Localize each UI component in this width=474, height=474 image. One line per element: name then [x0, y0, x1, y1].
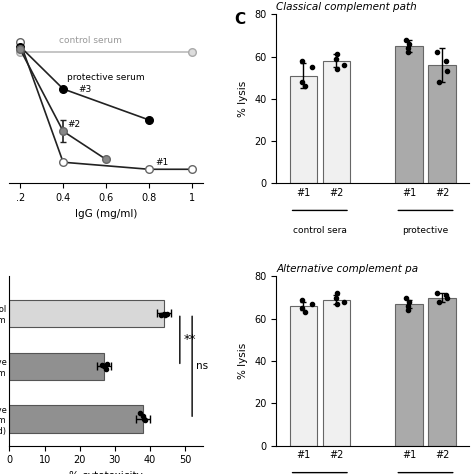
Text: #2: #2 — [67, 120, 81, 129]
Point — [433, 48, 440, 56]
Point — [333, 51, 341, 58]
Point — [402, 294, 410, 301]
Bar — [9, 300, 164, 327]
Point — [301, 309, 309, 316]
Point — [102, 365, 109, 373]
Text: #1: #1 — [155, 158, 169, 167]
Point — [332, 294, 340, 301]
Point — [404, 48, 411, 56]
Point — [299, 296, 306, 303]
Text: #3: #3 — [78, 85, 91, 94]
Bar — [428, 65, 456, 183]
Text: **: ** — [183, 333, 196, 346]
Text: protective: protective — [402, 226, 449, 235]
Text: control sera: control sera — [293, 226, 347, 235]
Point — [333, 300, 340, 308]
Point — [136, 410, 144, 417]
Bar — [290, 75, 317, 183]
Text: ns: ns — [196, 361, 208, 371]
Bar — [9, 353, 104, 380]
Point — [340, 61, 348, 69]
X-axis label: IgG (mg/ml): IgG (mg/ml) — [75, 209, 137, 219]
Point — [443, 294, 450, 301]
Point — [333, 290, 341, 297]
Point — [402, 36, 410, 44]
Point — [98, 362, 105, 369]
Point — [298, 304, 306, 312]
Point — [164, 310, 171, 318]
Point — [141, 417, 149, 424]
Point — [140, 412, 147, 419]
Point — [405, 298, 413, 306]
Point — [299, 57, 306, 64]
Point — [103, 361, 110, 368]
Point — [405, 40, 413, 47]
Point — [433, 290, 440, 297]
Point — [340, 298, 348, 306]
Bar — [428, 298, 456, 446]
Text: control serum: control serum — [59, 36, 122, 45]
Bar — [323, 61, 350, 183]
Bar — [9, 405, 143, 433]
Point — [100, 362, 108, 370]
Bar — [290, 306, 317, 446]
Point — [160, 310, 168, 318]
Point — [443, 67, 450, 75]
Point — [404, 307, 411, 314]
Point — [332, 55, 340, 63]
Point — [298, 78, 306, 86]
Point — [443, 292, 450, 299]
Point — [436, 78, 443, 86]
Text: Classical complement path: Classical complement path — [276, 2, 417, 12]
Point — [333, 65, 340, 73]
Bar — [323, 300, 350, 446]
Point — [443, 57, 450, 64]
Bar — [395, 46, 422, 183]
Point — [436, 298, 443, 306]
Point — [161, 311, 169, 319]
Y-axis label: % lysis: % lysis — [238, 81, 248, 117]
Y-axis label: % lysis: % lysis — [238, 343, 248, 379]
Point — [404, 44, 411, 52]
Point — [308, 300, 316, 308]
Point — [301, 82, 309, 90]
Point — [308, 64, 316, 71]
Text: Alternative complement pa: Alternative complement pa — [276, 264, 418, 274]
Point — [404, 302, 411, 310]
X-axis label: % cytotoxicity: % cytotoxicity — [69, 471, 143, 474]
Point — [140, 416, 148, 423]
Point — [157, 311, 164, 319]
Text: protective serum: protective serum — [67, 73, 145, 82]
Bar — [395, 304, 422, 446]
Text: C: C — [235, 12, 246, 27]
